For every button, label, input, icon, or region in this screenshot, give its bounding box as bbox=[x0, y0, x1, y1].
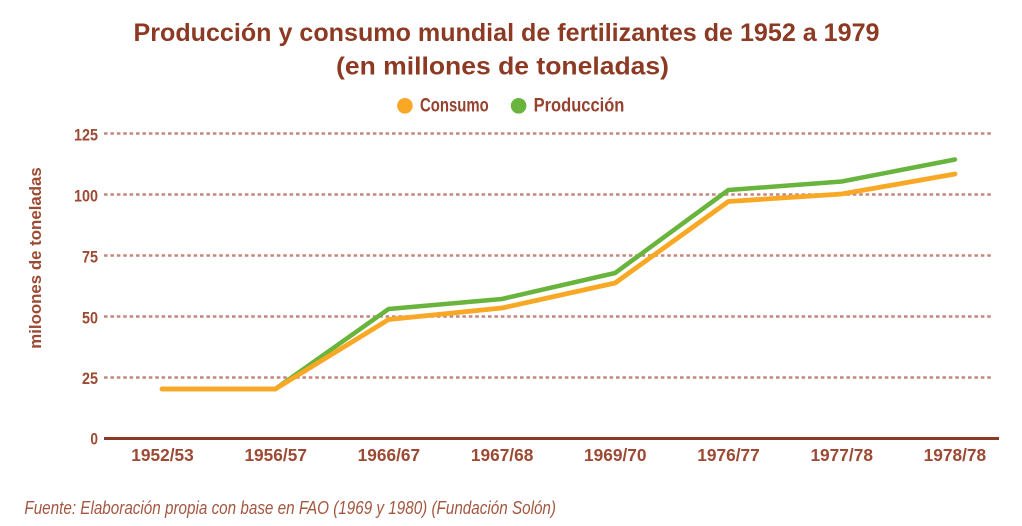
svg-text:Producción y consumo mundial d: Producción y consumo mundial de fertiliz… bbox=[134, 19, 880, 47]
svg-text:Consumo: Consumo bbox=[420, 96, 489, 117]
svg-text:125: 125 bbox=[74, 126, 98, 145]
svg-text:(en millones de toneladas): (en millones de toneladas) bbox=[336, 53, 669, 81]
svg-text:1977/78: 1977/78 bbox=[810, 445, 873, 465]
svg-text:1976/77: 1976/77 bbox=[697, 445, 760, 465]
svg-text:75: 75 bbox=[82, 248, 98, 267]
svg-text:Producción: Producción bbox=[534, 96, 625, 117]
svg-text:Fuente: Elaboración propia con: Fuente: Elaboración propia con base en F… bbox=[24, 498, 556, 518]
svg-text:100: 100 bbox=[74, 187, 98, 206]
svg-text:25: 25 bbox=[82, 369, 98, 388]
svg-text:1967/68: 1967/68 bbox=[471, 445, 534, 465]
svg-text:1952/53: 1952/53 bbox=[131, 445, 194, 465]
svg-text:1969/70: 1969/70 bbox=[584, 445, 647, 465]
svg-text:1978/78: 1978/78 bbox=[924, 445, 987, 465]
svg-text:1956/57: 1956/57 bbox=[244, 445, 307, 465]
svg-text:miloones de toneladas: miloones de toneladas bbox=[26, 167, 45, 349]
svg-text:1966/67: 1966/67 bbox=[358, 445, 421, 465]
svg-text:0: 0 bbox=[90, 430, 98, 449]
svg-text:50: 50 bbox=[82, 309, 98, 328]
